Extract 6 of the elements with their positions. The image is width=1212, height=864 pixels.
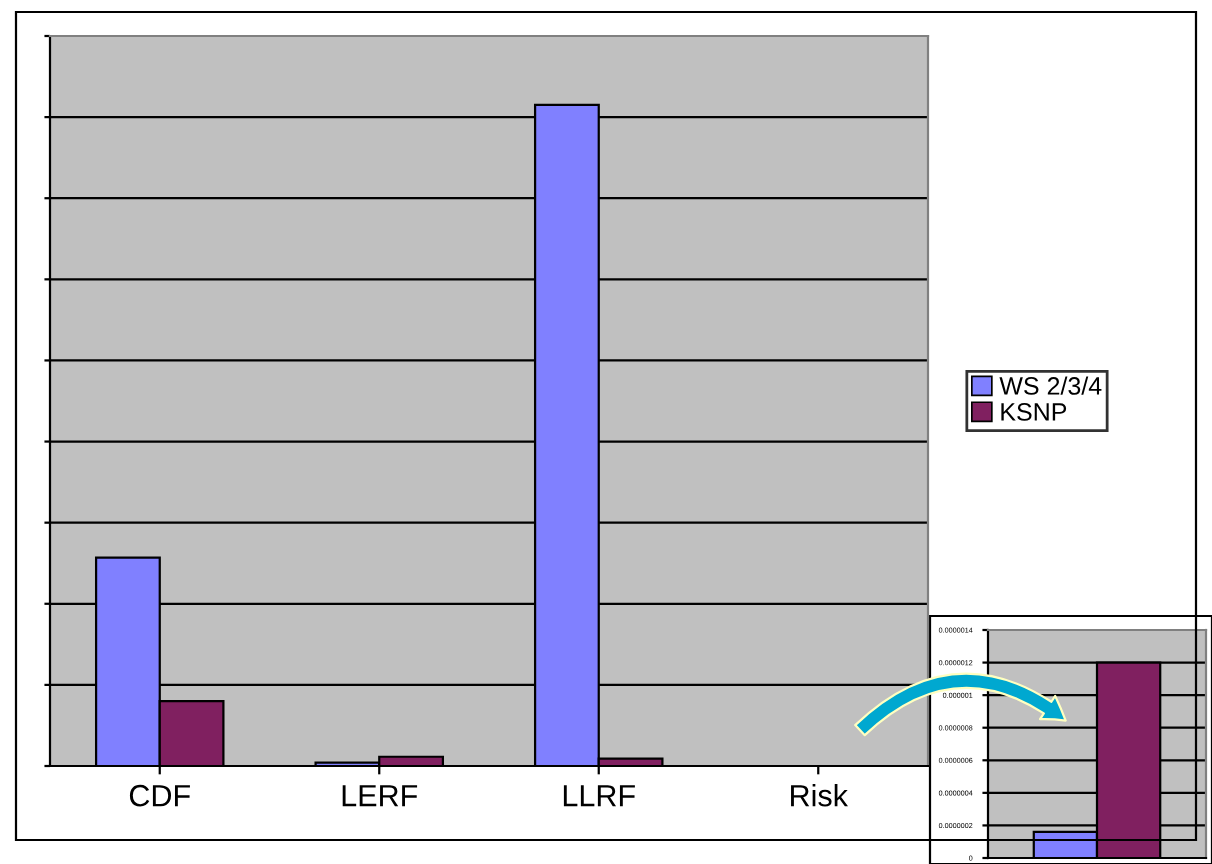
- x-tick-label: CDF: [129, 784, 190, 807]
- x-tick-label: LLRF: [563, 785, 635, 807]
- x-tick-label: LERF: [342, 785, 418, 807]
- legend-label: KSNP: [1001, 403, 1067, 421]
- x-tick-label: Risk: [791, 784, 848, 807]
- legend-label: WS 2/3/4: [999, 376, 1102, 395]
